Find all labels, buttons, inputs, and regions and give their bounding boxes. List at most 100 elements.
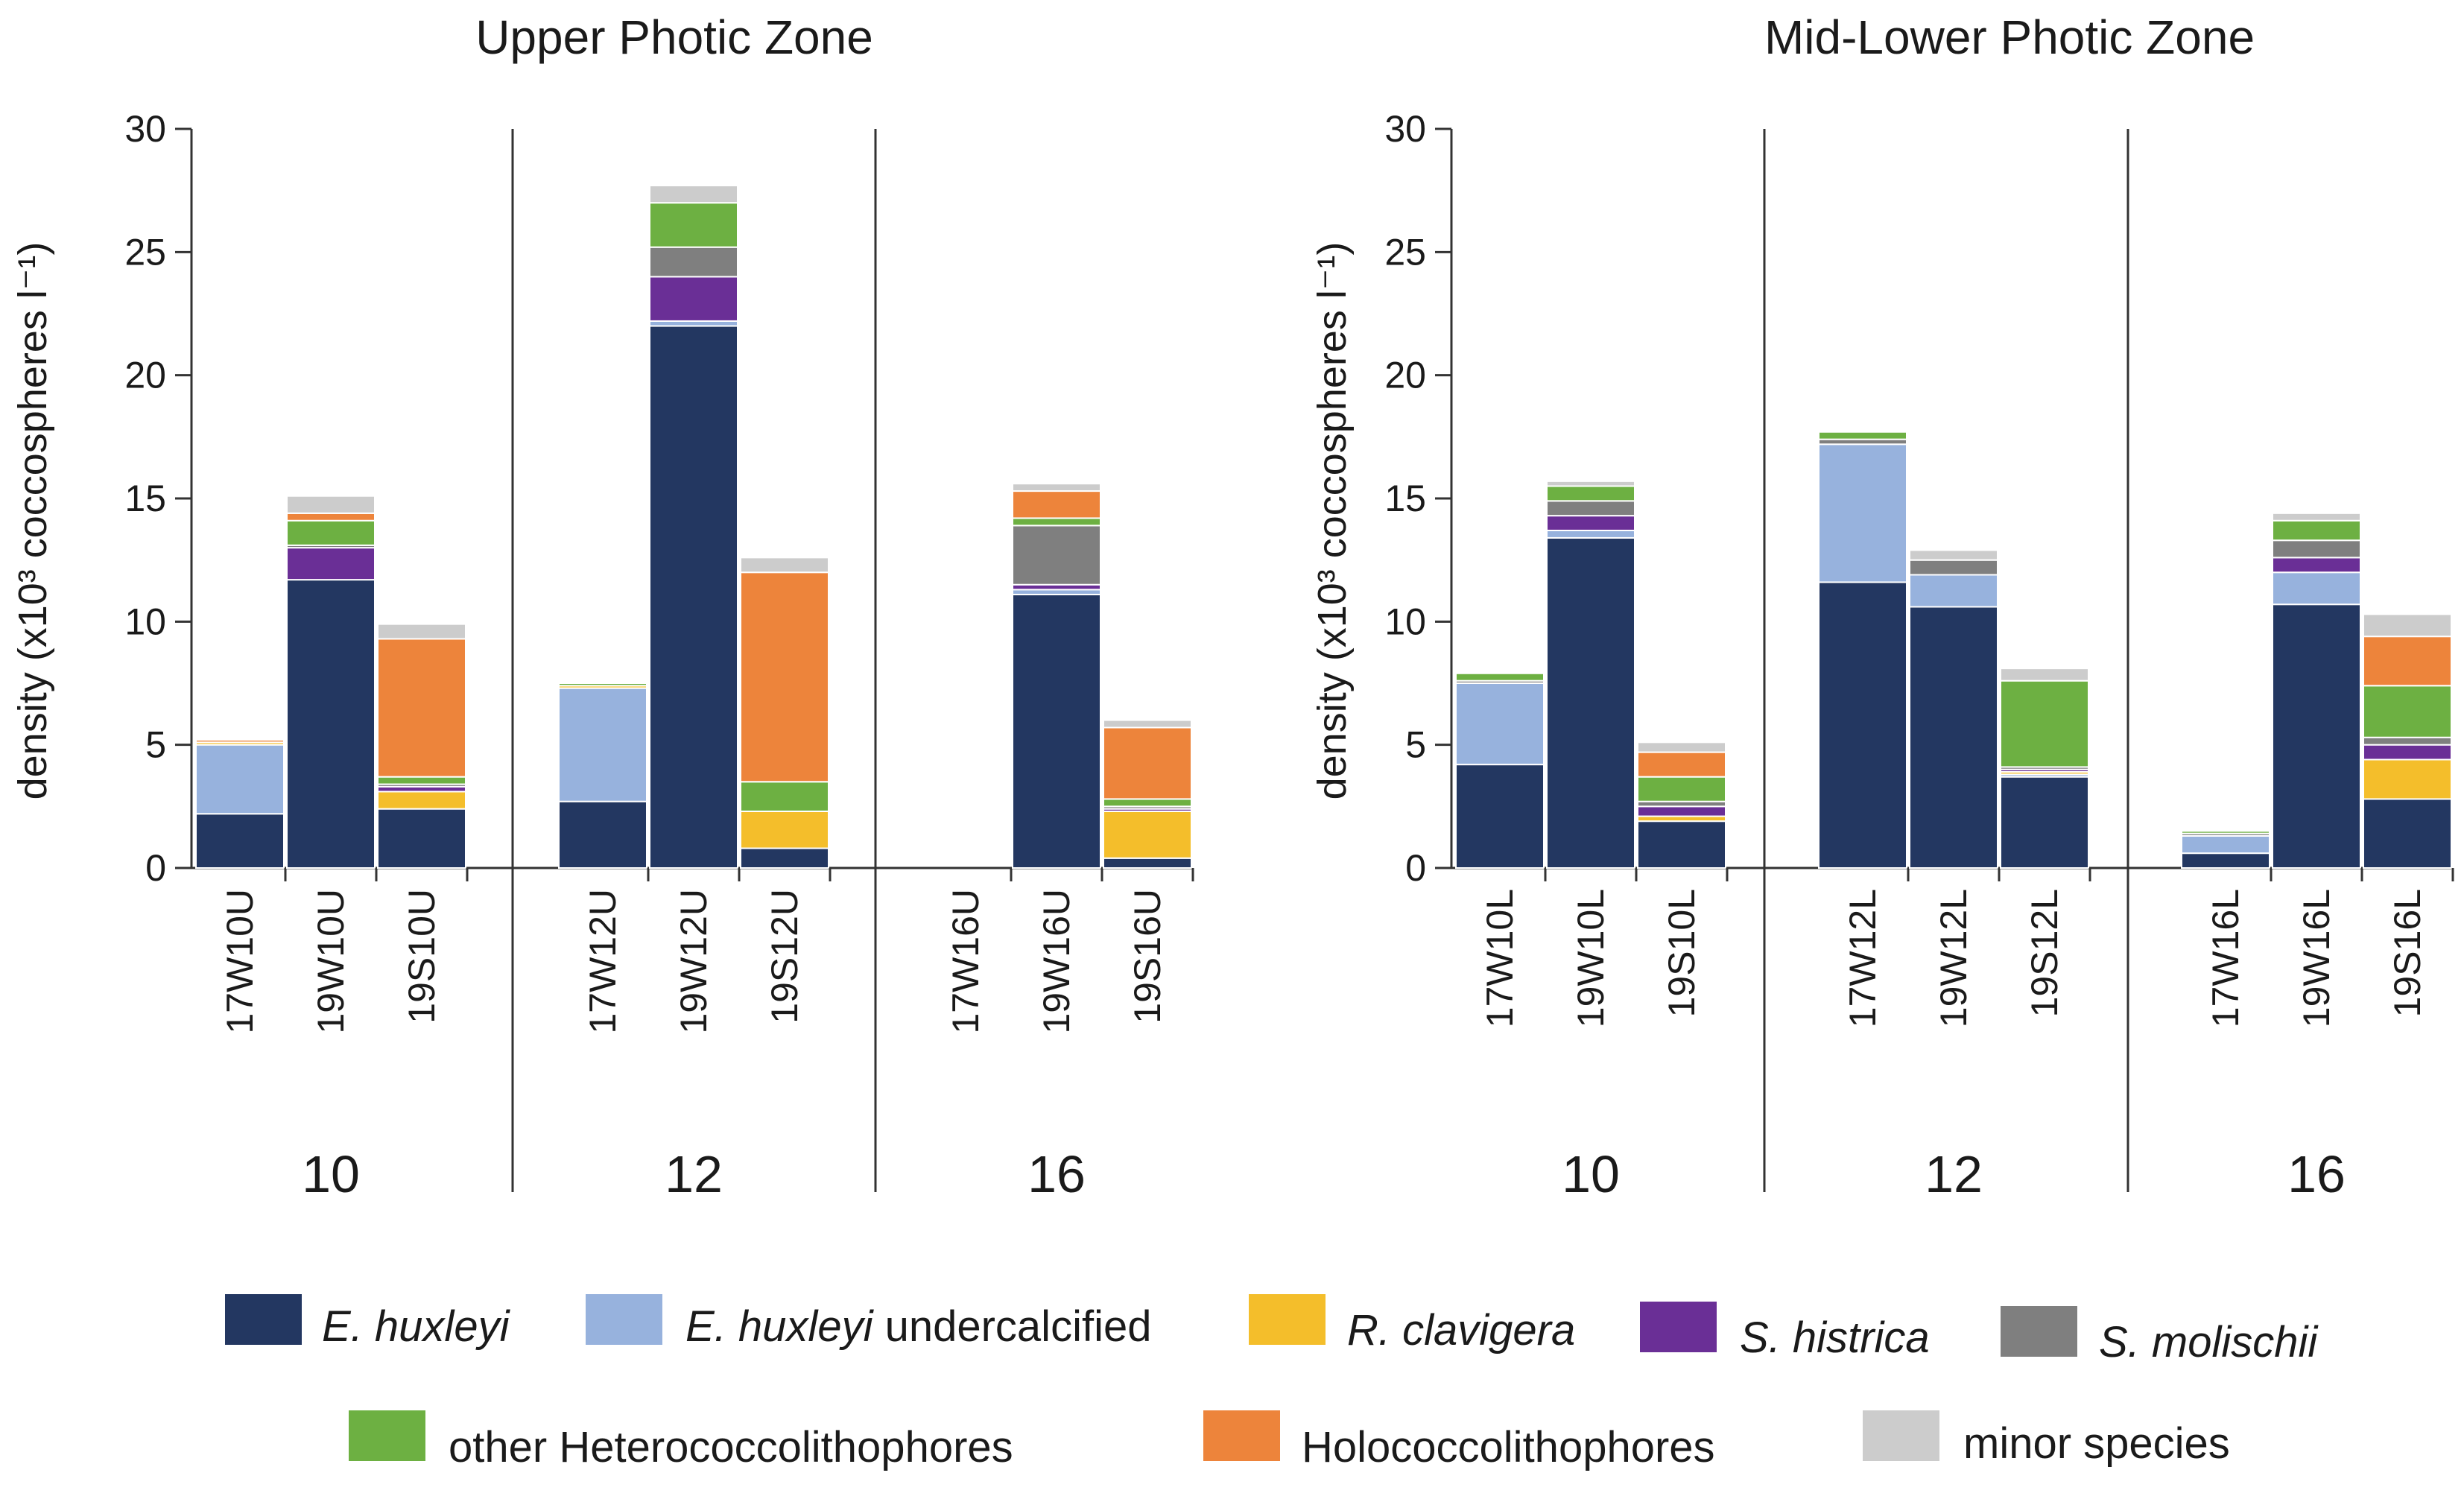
y-tick-label: 25 <box>1384 231 1426 273</box>
y-tick-label: 25 <box>124 231 166 273</box>
sample-label: 19S16U <box>1127 889 1168 1024</box>
legend-item-smol: S. molischii <box>2001 1306 2319 1366</box>
bar-segment-17W12L-ehux_u <box>1818 443 1907 583</box>
bar-segment-19S16L-rcla <box>2363 758 2452 800</box>
bar-segment-19S10U-holo <box>377 638 466 778</box>
bar-segment-19W10U-shis <box>286 547 376 581</box>
bar-segment-19S12U-minor <box>740 557 829 574</box>
bar-segment-19S16L-smol <box>2363 736 2452 746</box>
legend-item-holo: Holococcolithophores <box>1203 1410 1715 1471</box>
legend-swatch <box>225 1294 302 1345</box>
bar-segment-17W10U-ehux <box>195 813 285 869</box>
group-label: 12 <box>1925 1145 1983 1203</box>
bar-segment-17W10L-ohet <box>1455 672 1545 682</box>
legend-swatch <box>2001 1306 2077 1357</box>
sample-label: 17W10L <box>1479 889 1521 1027</box>
group-label: 10 <box>302 1145 360 1203</box>
bar-segment-19W10L-ehux_u <box>1546 529 1635 539</box>
panel-title: Upper Photic Zone <box>475 10 873 64</box>
bar-segment-19W16U-holo <box>1012 490 1101 519</box>
sample-label: 19W16U <box>1036 889 1077 1034</box>
sample-label: 17W16U <box>945 889 986 1034</box>
bar-segment-17W10U-ehux_u <box>195 744 285 815</box>
legend-label: other Heterococcolithophores <box>449 1423 1013 1471</box>
sample-label: 19W16L <box>2296 889 2337 1027</box>
sample-label: 19W12L <box>1933 889 1974 1027</box>
legend-label: E. huxleyi <box>322 1302 511 1351</box>
sample-label: 19S10U <box>401 889 443 1024</box>
y-axis-label: density (x10³ coccospheres l⁻¹) <box>1310 242 1355 800</box>
panel-title: Mid-Lower Photic Zone <box>1764 10 2255 64</box>
bar-segment-19S16L-minor <box>2363 613 2452 638</box>
legend-swatch <box>586 1294 662 1345</box>
bar-segment-19S12U-ehux <box>740 847 829 869</box>
legend-item-ohet: other Heterococcolithophores <box>349 1410 1013 1471</box>
y-tick-label: 15 <box>1384 478 1426 519</box>
bar-segment-19W16L-smol <box>2272 539 2361 559</box>
bar-segment-19W10L-minor <box>1546 480 1635 487</box>
legend: E. huxleyi E. huxleyi undercalcified R. cl… <box>225 1294 2319 1471</box>
bar-segment-19W12U-ohet <box>649 202 738 248</box>
bar-segment-19S10U-ohet <box>377 776 466 785</box>
bar-segment-17W16L-ohet <box>2181 830 2270 834</box>
legend-label: E. huxleyi undercalcified <box>685 1302 1151 1351</box>
legend-swatch <box>1249 1294 1326 1345</box>
bar-segment-19W16U-smol <box>1012 525 1101 586</box>
bar-segment-19W12L-minor <box>1909 549 1998 561</box>
bar-segment-19S10L-ohet <box>1637 776 1726 802</box>
y-tick-label: 10 <box>124 601 166 642</box>
bar-segment-19S16U-minor <box>1103 719 1192 729</box>
bar-segment-17W12L-ohet <box>1818 431 1907 440</box>
group-label: 16 <box>1027 1145 1086 1203</box>
legend-item-ehux_u: E. huxleyi undercalcified <box>586 1294 1151 1351</box>
bar-segment-19S10L-minor <box>1637 741 1726 753</box>
legend-swatch <box>349 1410 425 1461</box>
bar-segment-19W16L-ehux <box>2272 603 2361 869</box>
bar-segment-17W16L-ehux <box>2181 852 2270 869</box>
sample-label: 17W12U <box>582 889 624 1034</box>
bar-segment-19W16L-ehux_u <box>2272 571 2361 606</box>
bar-segment-19S12U-ohet <box>740 781 829 812</box>
bar-segment-19S10U-minor <box>377 623 466 640</box>
bar-segment-17W10L-ehux_u <box>1455 682 1545 766</box>
bar-segment-19W16U-ohet <box>1012 517 1101 527</box>
legend-item-ehux: E. huxleyi <box>225 1294 511 1351</box>
bar-segment-19W16L-shis <box>2272 557 2361 574</box>
bar-segment-19S10L-holo <box>1637 751 1726 778</box>
bar-segment-17W10U-holo <box>195 739 285 744</box>
legend-item-rcla: R. clavigera <box>1249 1294 1575 1354</box>
bar-segment-19S12L-ohet <box>2000 679 2089 768</box>
bar-segment-19S10L-ehux <box>1637 820 1726 869</box>
bar-segment-19W16L-minor <box>2272 512 2361 522</box>
bar-segment-17W12U-ohet <box>558 682 647 687</box>
y-tick-label: 5 <box>1405 724 1426 766</box>
sample-label: 19S12L <box>2024 889 2065 1017</box>
bar-segment-19W10U-ohet <box>286 519 376 546</box>
legend-item-shis: S. histrica <box>1640 1302 1930 1362</box>
sample-label: 19W10U <box>310 889 352 1034</box>
bar-segment-19W10L-ohet <box>1546 485 1635 502</box>
bar-segment-19W16U-minor <box>1012 483 1101 492</box>
sample-label: 17W12L <box>1842 889 1884 1027</box>
legend-label: minor species <box>1963 1419 2230 1468</box>
bar-segment-19S12U-holo <box>740 571 829 783</box>
sample-label: 19S10L <box>1661 889 1703 1017</box>
legend-swatch <box>1640 1302 1717 1352</box>
y-tick-label: 20 <box>124 355 166 396</box>
bar-segment-19W12U-ehux <box>649 325 738 869</box>
legend-label: Holococcolithophores <box>1302 1423 1715 1471</box>
bar-segment-19S16L-shis <box>2363 744 2452 761</box>
bar-segment-19W12U-smol <box>649 246 738 278</box>
bar-segment-19W16U-ehux <box>1012 593 1101 869</box>
bar-segment-19S10U-ehux <box>377 808 466 869</box>
bar-segment-19S16L-ehux <box>2363 798 2452 869</box>
bar-segment-19W12L-ehux <box>1909 606 1998 869</box>
bar-segment-19W10L-ehux <box>1546 536 1635 869</box>
bar-segment-19W10L-smol <box>1546 500 1635 517</box>
bar-segment-19W12U-minor <box>649 185 738 204</box>
legend-swatch <box>1203 1410 1280 1461</box>
bar-segment-19S16U-rcla <box>1103 810 1192 859</box>
legend-item-minor: minor species <box>1863 1410 2230 1468</box>
